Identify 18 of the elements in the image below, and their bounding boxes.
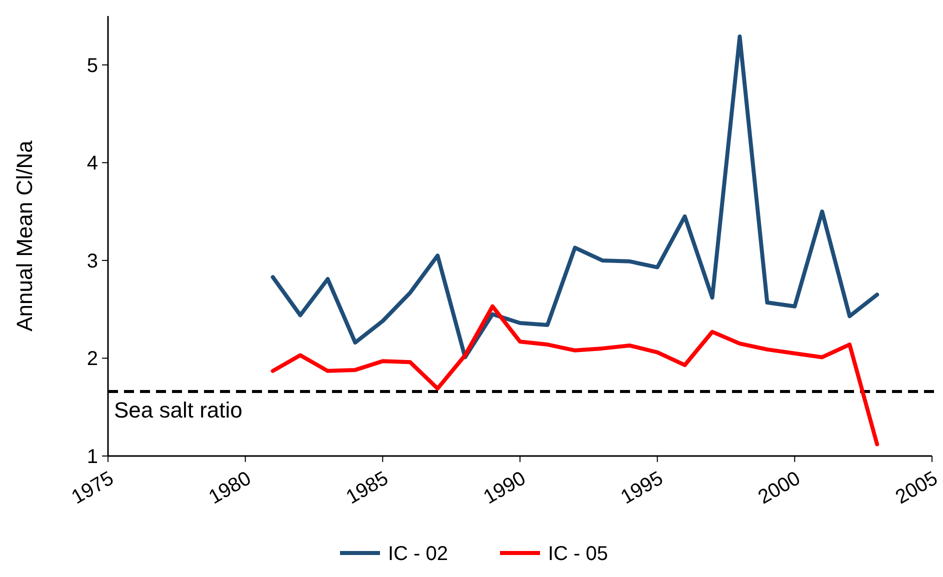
legend-label: IC - 05 bbox=[548, 543, 608, 565]
y-tick-label: 2 bbox=[86, 348, 98, 370]
legend-label: IC - 02 bbox=[388, 543, 448, 565]
y-tick-label: 4 bbox=[86, 152, 98, 175]
line-series bbox=[270, 304, 880, 446]
x-tick-label: 1985 bbox=[342, 467, 392, 509]
x-tick-label: 1975 bbox=[68, 467, 118, 509]
x-tick-label: 1980 bbox=[205, 467, 255, 509]
line-series bbox=[270, 34, 880, 360]
y-axis-title: Annual Mean Cl/Na bbox=[12, 140, 37, 332]
x-tick-label: 1990 bbox=[480, 467, 530, 509]
x-tick-label: 2005 bbox=[892, 467, 942, 509]
y-tick-label: 3 bbox=[86, 250, 98, 272]
x-tick-label: 2000 bbox=[754, 467, 804, 509]
x-tick-label: 1995 bbox=[617, 467, 667, 509]
ref-line-label: Sea salt ratio bbox=[114, 397, 242, 422]
y-tick-label: 1 bbox=[86, 446, 98, 468]
y-tick-label: 5 bbox=[86, 54, 98, 77]
